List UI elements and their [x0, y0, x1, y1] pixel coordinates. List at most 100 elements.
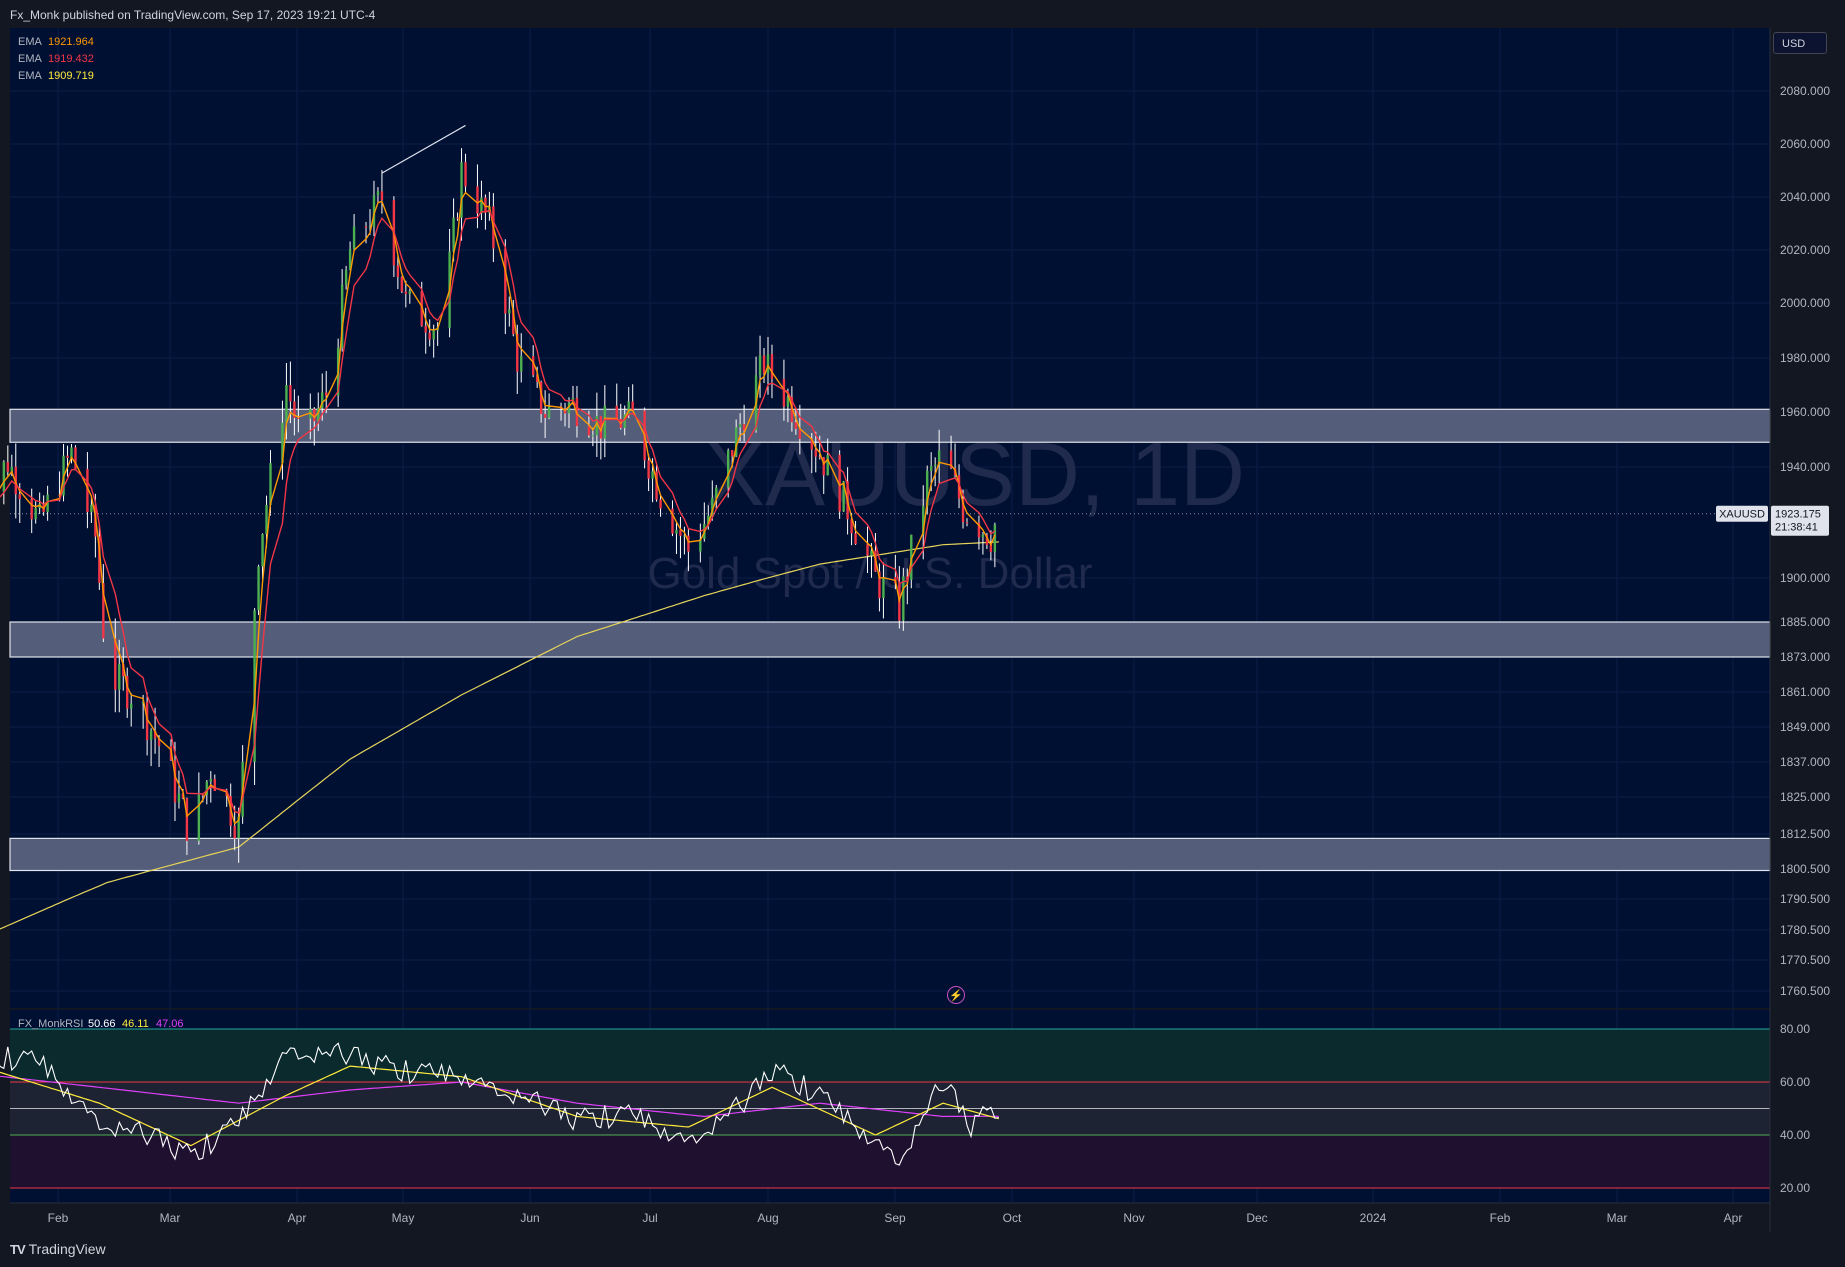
candle-body [539, 381, 543, 415]
price-tick-label: 2080.000 [1780, 84, 1830, 98]
time-tick-label: Mar [1607, 1211, 1628, 1225]
candle-body [543, 414, 547, 418]
indicator-legend[interactable]: EMA 1921.964 EMA 1919.432 EMA 1909.719 FX_Monk… [18, 36, 184, 1030]
candle-body [86, 468, 89, 513]
candle-body [591, 435, 595, 437]
time-tick-label: May [392, 1211, 415, 1225]
time-axis[interactable]: Feb Mar Apr May Jun Jul Aug Sep Oct Nov Dec 2024 Feb… [10, 1202, 1770, 1225]
candle-body [313, 408, 316, 422]
candle-body [257, 566, 260, 611]
candle-body [265, 505, 268, 535]
price-tick-label: 1940.000 [1780, 460, 1830, 474]
candle-body [352, 226, 356, 249]
candle-body [348, 248, 352, 270]
candle-body [870, 550, 873, 556]
candle-body [822, 457, 825, 476]
rsi-pane[interactable] [0, 1028, 1770, 1189]
candle-body [965, 522, 969, 524]
candle-body [762, 355, 766, 374]
rsi-legend-label: FX_MonkRSI [18, 1018, 83, 1030]
lightning-icon[interactable]: ⚡ [947, 986, 965, 1004]
candle-body [730, 450, 734, 457]
candle-body [615, 405, 618, 419]
ema-legend-label: EMA [18, 70, 43, 82]
candle-body [878, 571, 881, 599]
candle-body [209, 778, 212, 782]
price-tick-label: 1885.000 [1780, 615, 1830, 629]
candle-body [130, 703, 133, 709]
candle-body [790, 397, 794, 423]
candle-body [902, 576, 905, 621]
candle-body [882, 577, 885, 599]
candle-body [512, 309, 515, 335]
candle-body [818, 456, 821, 458]
candle-body [464, 162, 467, 187]
candle-body [910, 534, 913, 580]
time-tick-label: Aug [757, 1211, 778, 1225]
candle-body [153, 730, 157, 739]
trendline[interactable] [10, 124, 1770, 515]
time-tick-label: Apr [1724, 1211, 1743, 1225]
candle-body [460, 162, 463, 218]
candle-body [364, 226, 368, 228]
time-tick-label: Feb [48, 1211, 69, 1225]
candle-body [926, 470, 929, 506]
candle-body [738, 424, 742, 428]
price-tick-label: 1760.500 [1780, 984, 1830, 998]
candle-body [34, 508, 37, 520]
candle-body [376, 191, 380, 196]
candle-body [476, 186, 479, 214]
time-tick-label: Nov [1123, 1211, 1144, 1225]
candle-body [675, 529, 678, 534]
description-watermark: Gold Spot / U.S. Dollar [647, 549, 1092, 598]
candle-body [30, 499, 33, 520]
trendline-segment [381, 124, 466, 174]
candle-body [623, 414, 626, 428]
candle-body [404, 291, 408, 295]
price-tick-label: 1800.500 [1780, 862, 1830, 876]
candle-body [372, 195, 376, 227]
symbol-tag-bg [1716, 505, 1768, 522]
candle-body [157, 738, 161, 747]
price-tag-bg [1771, 505, 1829, 536]
candle-body [922, 505, 925, 535]
candle-body [102, 582, 105, 639]
candle-body [758, 355, 762, 376]
candle-body [838, 454, 841, 512]
candle-body [547, 406, 551, 418]
time-tick-label: Jul [642, 1211, 657, 1225]
currency-button[interactable]: USD [1773, 32, 1827, 54]
candle-body [480, 197, 483, 214]
candle-body [173, 760, 177, 803]
candle-body [850, 519, 853, 534]
candle-body [599, 416, 603, 439]
price-zone [9, 621, 1771, 658]
candle-body [985, 534, 989, 545]
price-tick-label: 2040.000 [1780, 190, 1830, 204]
candle-body [508, 309, 511, 314]
ema-mid-path [0, 209, 996, 814]
candle-body [659, 499, 662, 509]
candle-body [627, 401, 630, 415]
time-tick-label: Mar [160, 1211, 181, 1225]
rsi-ma-path [0, 1075, 999, 1118]
price-tag-value: 1923.175 [1775, 509, 1821, 521]
candle-body [261, 534, 264, 567]
price-tick-label: 1825.000 [1780, 790, 1830, 804]
rsi-legend-value: 50.66 [88, 1018, 116, 1030]
symbol-tag-label: XAUUSD [1719, 509, 1765, 521]
candle-body [122, 664, 125, 677]
tradingview-logo[interactable]: TV TradingView [10, 1241, 106, 1257]
candle-body [213, 778, 216, 792]
time-tick-label: Oct [1003, 1211, 1022, 1225]
candle-body [452, 217, 455, 252]
candle-body [66, 455, 69, 458]
candle-body [989, 544, 993, 553]
rsi-signal-path [0, 1065, 999, 1147]
price-axis[interactable]: 2080.000 2060.000 2040.000 2020.000 2000.000… [1769, 28, 1830, 1232]
ema-legend-label: EMA [18, 36, 43, 48]
candle-body [18, 494, 21, 500]
candle-body [587, 426, 591, 436]
